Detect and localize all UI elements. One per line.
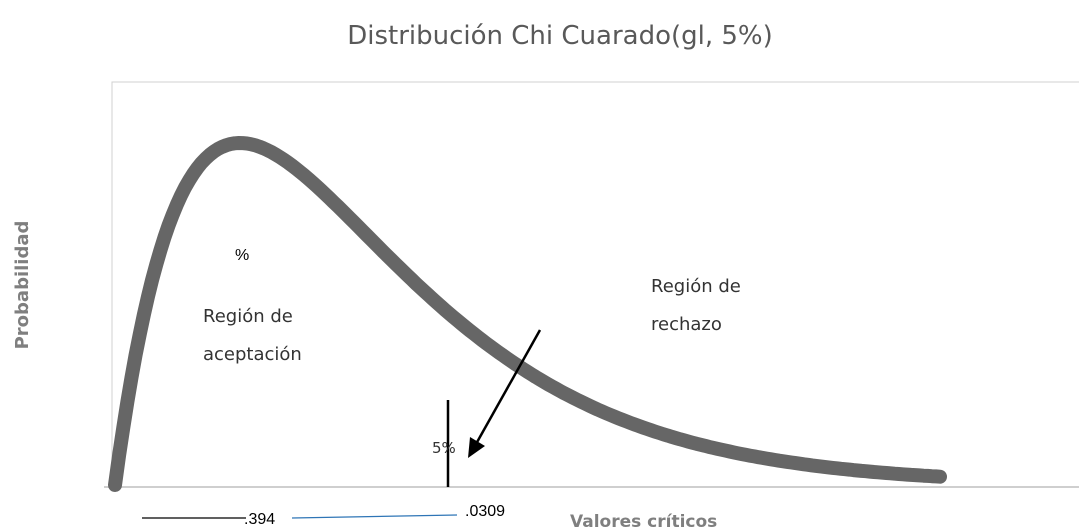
rejection-label: Región de (651, 276, 741, 297)
percent-label: % (235, 247, 249, 264)
arrow-shaft (474, 329, 542, 445)
arrow-head (468, 437, 485, 458)
rejection-label: rechazo (651, 314, 722, 335)
acceptance-label: aceptación (203, 344, 302, 365)
right-value-line (291, 514, 458, 519)
alpha-label: 5% (432, 439, 456, 457)
acceptance-label: Región de (203, 306, 293, 327)
left-value: .394 (244, 511, 275, 528)
curve-gap (360, 280, 377, 320)
right-value: .0309 (465, 503, 505, 520)
y-axis-label: Probabilidad (12, 221, 33, 350)
title: Distribución Chi Cuarado(gl, 5%) (347, 21, 773, 51)
plot-frame (111, 81, 1079, 487)
distribution-curve (108, 136, 947, 492)
x-axis-label: Valores críticos (570, 512, 717, 532)
